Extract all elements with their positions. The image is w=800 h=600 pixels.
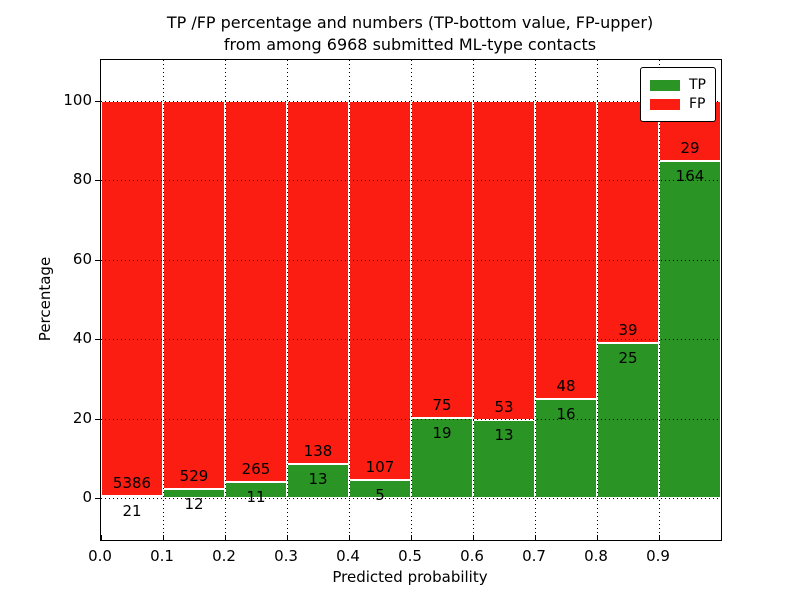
- bar-segment-tp: [287, 463, 349, 498]
- y-tick-label: 100: [63, 90, 92, 109]
- x-tick-label: 0.8: [584, 547, 608, 565]
- bar-segment-tp: [101, 496, 163, 499]
- bar-segment-tp: [535, 398, 597, 498]
- tp-count-label: 16: [556, 404, 576, 423]
- fp-count-label: 39: [618, 320, 638, 339]
- x-axis-label: Predicted probability: [332, 568, 488, 586]
- x-gridline: [225, 60, 226, 540]
- plot-area: TP FP 5386 21 529 12 265 11 138 13 107 5 75 19 53 13 4…: [95, 59, 722, 541]
- fp-count-label: 529: [179, 467, 209, 486]
- legend-item-tp: TP: [650, 77, 706, 93]
- y-tick-mark: [95, 259, 100, 261]
- bar-segment-fp: [411, 100, 473, 418]
- x-tick-label: 0.6: [460, 547, 484, 565]
- fp-count-label: 53: [494, 397, 514, 416]
- bar-segment-fp: [163, 100, 225, 490]
- fp-count-label: 107: [365, 458, 395, 477]
- x-tick-label: 0.1: [150, 547, 174, 565]
- bar-segment-fp: [535, 100, 597, 399]
- x-gridline: [163, 60, 164, 540]
- chart-title-line-1: TP /FP percentage and numbers (TP-bottom…: [166, 13, 654, 32]
- x-tick-label: 0.0: [88, 547, 112, 565]
- x-gridline: [473, 60, 474, 540]
- tp-count-label: 13: [308, 469, 328, 488]
- legend-item-fp: FP: [650, 96, 706, 112]
- x-tick-label: 0.7: [522, 547, 546, 565]
- fp-count-label: 48: [556, 376, 576, 395]
- y-axis-label: Percentage: [36, 256, 54, 342]
- x-tick-label: 0.9: [646, 547, 670, 565]
- bar-segment-fp: [225, 100, 287, 483]
- x-tick-label: 0.5: [398, 547, 422, 565]
- y-tick-label: 40: [72, 329, 92, 348]
- tp-count-label: 164: [675, 166, 705, 185]
- x-tick-label: 0.2: [212, 547, 236, 565]
- tp-count-label: 5: [375, 486, 385, 505]
- x-gridline: [349, 60, 350, 540]
- y-tick-label: 60: [72, 249, 92, 268]
- y-tick-label: 20: [72, 408, 92, 427]
- fp-count-label: 75: [432, 395, 452, 414]
- legend-label-tp: TP: [689, 77, 706, 93]
- bar-segment-tp: [411, 417, 473, 498]
- tp-count-label: 13: [494, 425, 514, 444]
- bar-segment-tp: [473, 419, 535, 498]
- fp-count-label: 138: [303, 441, 333, 460]
- bar-segment-fp: [349, 100, 411, 481]
- fp-count-label: 29: [680, 138, 700, 157]
- x-gridline: [411, 60, 412, 540]
- x-tick-label: 0.4: [336, 547, 360, 565]
- x-gridline: [659, 60, 660, 540]
- fp-count-label: 5386: [112, 474, 152, 493]
- legend-swatch-fp: [650, 98, 680, 110]
- y-tick-mark: [95, 180, 100, 182]
- x-gridline: [597, 60, 598, 540]
- bar-segment-tp: [597, 342, 659, 498]
- legend: TP FP: [640, 67, 716, 122]
- fp-count-label: 265: [241, 460, 271, 479]
- y-tick-mark: [95, 418, 100, 420]
- bar-segment-fp: [287, 100, 349, 464]
- x-gridline: [535, 60, 536, 540]
- y-tick-mark: [95, 339, 100, 341]
- tp-count-label: 19: [432, 423, 452, 442]
- bar-segment-fp: [597, 100, 659, 343]
- y-tick-mark: [95, 497, 100, 499]
- bar-segment-fp: [101, 100, 163, 497]
- chart-title-line-2: from among 6968 submitted ML-type contac…: [223, 35, 597, 54]
- tp-count-label: 21: [122, 502, 142, 521]
- x-tick-label: 0.3: [274, 547, 298, 565]
- y-tick-label: 80: [72, 170, 92, 189]
- tp-count-label: 12: [184, 495, 204, 514]
- bar-segment-tp: [659, 160, 721, 498]
- tp-count-label: 11: [246, 488, 266, 507]
- tp-count-label: 25: [618, 348, 638, 367]
- x-tick-mark: [101, 535, 102, 540]
- legend-label-fp: FP: [689, 96, 706, 112]
- legend-swatch-tp: [650, 79, 680, 91]
- y-tick-label: 0: [82, 487, 92, 506]
- x-gridline: [287, 60, 288, 540]
- y-tick-mark: [95, 100, 100, 102]
- chart-title: TP /FP percentage and numbers (TP-bottom…: [100, 12, 720, 56]
